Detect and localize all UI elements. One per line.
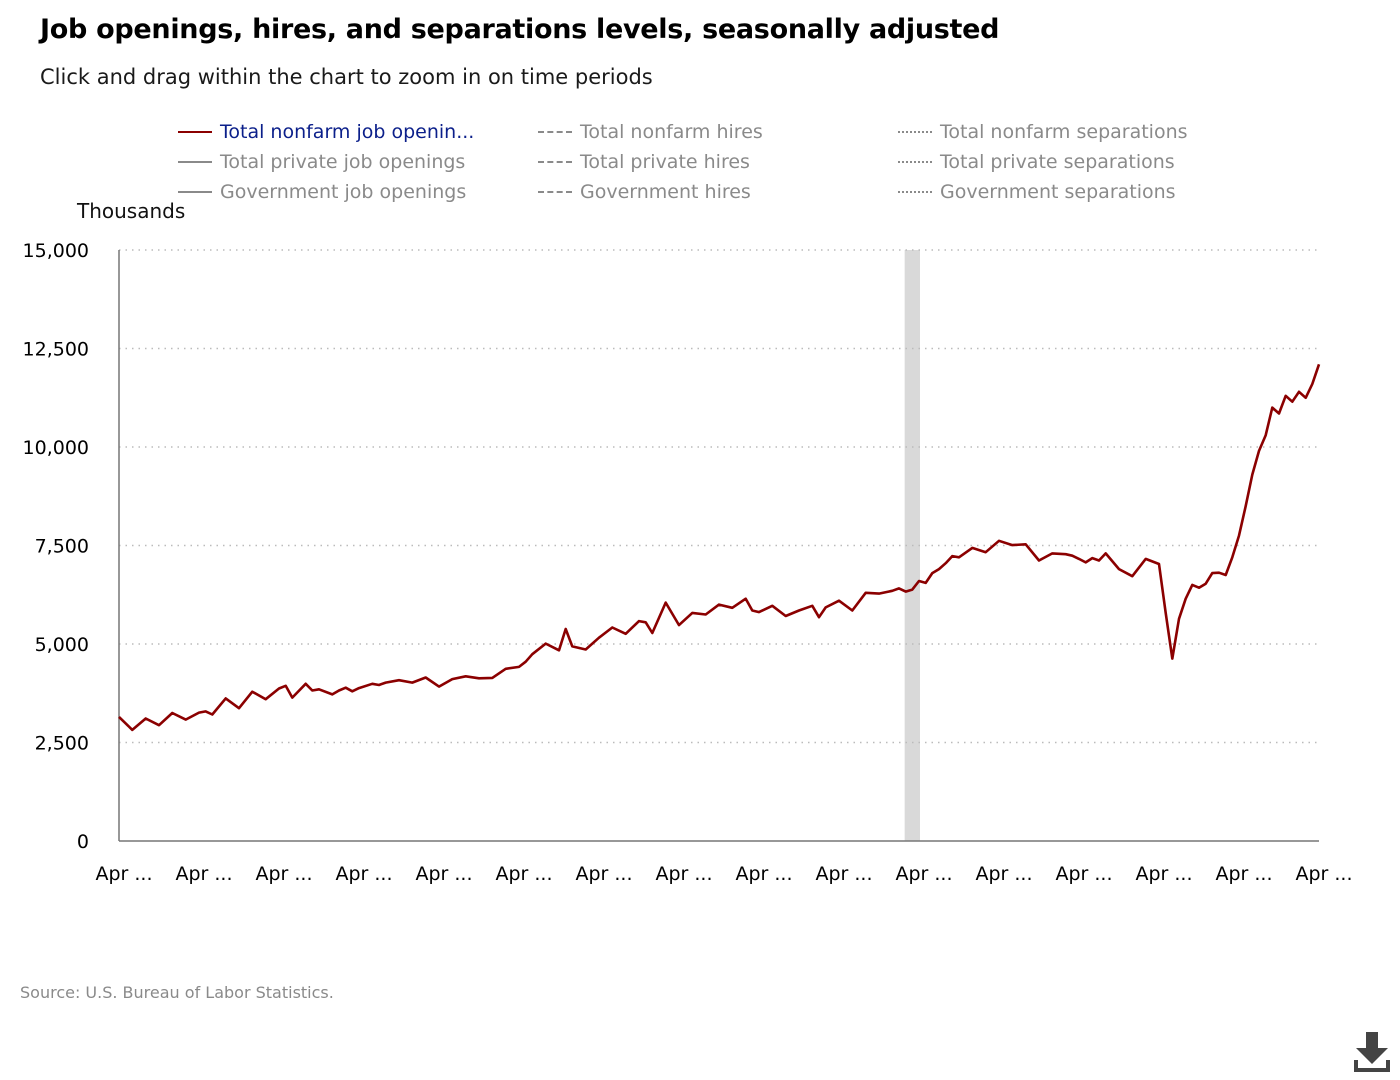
legend-swatch bbox=[538, 161, 572, 163]
legend-swatch bbox=[178, 191, 212, 193]
legend-item[interactable]: Total private separations bbox=[898, 150, 1175, 174]
y-tick-label: 7,500 bbox=[35, 536, 89, 558]
legend-item[interactable]: Government job openings bbox=[178, 180, 466, 204]
legend-label: Government hires bbox=[580, 181, 751, 203]
legend-label: Total private job openings bbox=[220, 151, 466, 173]
source-note: Source: U.S. Bureau of Labor Statistics. bbox=[20, 983, 334, 1002]
y-tick-label: 5,000 bbox=[35, 634, 89, 656]
legend-swatch bbox=[898, 161, 932, 163]
legend-swatch bbox=[898, 131, 932, 133]
x-tick-label: Apr ... bbox=[655, 863, 712, 885]
legend-label: Total private separations bbox=[940, 151, 1175, 173]
legend-item[interactable]: Total nonfarm hires bbox=[538, 120, 763, 144]
x-tick-label: Apr ... bbox=[495, 863, 552, 885]
legend-swatch bbox=[898, 191, 932, 193]
x-tick-label: Apr ... bbox=[1055, 863, 1112, 885]
legend-swatch bbox=[538, 191, 572, 193]
y-tick-label: 10,000 bbox=[23, 437, 89, 459]
x-tick-label: Apr ... bbox=[975, 863, 1032, 885]
x-tick-label: Apr ... bbox=[575, 863, 632, 885]
x-tick-label: Apr ... bbox=[335, 863, 392, 885]
x-tick-label: Apr ... bbox=[95, 863, 152, 885]
x-tick-label: Apr ... bbox=[1295, 863, 1352, 885]
x-tick-label: Apr ... bbox=[735, 863, 792, 885]
legend-item[interactable]: Total nonfarm separations bbox=[898, 120, 1188, 144]
legend-item[interactable]: Total private hires bbox=[538, 150, 750, 174]
legend-swatch bbox=[178, 161, 212, 163]
legend-label: Total nonfarm job openin... bbox=[220, 121, 475, 143]
legend-label: Total private hires bbox=[580, 151, 750, 173]
x-tick-label: Apr ... bbox=[815, 863, 872, 885]
series-line-total-nonfarm-job-openings bbox=[118, 363, 1321, 732]
y-tick-label: 12,500 bbox=[23, 339, 89, 361]
x-tick-label: Apr ... bbox=[415, 863, 472, 885]
legend-item[interactable]: Government hires bbox=[538, 180, 751, 204]
legend-label: Total nonfarm hires bbox=[580, 121, 763, 143]
download-button[interactable] bbox=[1352, 1030, 1392, 1074]
download-icon bbox=[1354, 1032, 1390, 1072]
x-tick-label: Apr ... bbox=[895, 863, 952, 885]
legend-item[interactable]: Total private job openings bbox=[178, 150, 465, 174]
chart-title: Job openings, hires, and separations lev… bbox=[40, 14, 1000, 45]
legend-item[interactable]: Total nonfarm job openin... bbox=[178, 120, 474, 144]
legend-label: Total nonfarm separations bbox=[940, 121, 1188, 143]
y-tick-label: 2,500 bbox=[35, 733, 89, 755]
line-chart[interactable]: 0 2,500 5,000 7,500 10,000 12,500 15,000 Apr ..… bbox=[0, 0, 1400, 900]
legend-label: Government separations bbox=[940, 181, 1176, 203]
y-tick-label: 15,000 bbox=[23, 240, 89, 262]
legend-item[interactable]: Government separations bbox=[898, 180, 1176, 204]
legend-label: Government job openings bbox=[220, 181, 467, 203]
chart-subtitle: Click and drag within the chart to zoom … bbox=[40, 65, 653, 89]
legend-swatch bbox=[178, 131, 212, 133]
x-tick-label: Apr ... bbox=[255, 863, 312, 885]
x-tick-label: Apr ... bbox=[175, 863, 232, 885]
x-tick-label: Apr ... bbox=[1215, 863, 1272, 885]
legend-swatch bbox=[538, 131, 572, 133]
y-tick-label: 0 bbox=[77, 831, 89, 853]
y-axis-label: Thousands bbox=[77, 199, 186, 223]
x-tick-label: Apr ... bbox=[1135, 863, 1192, 885]
